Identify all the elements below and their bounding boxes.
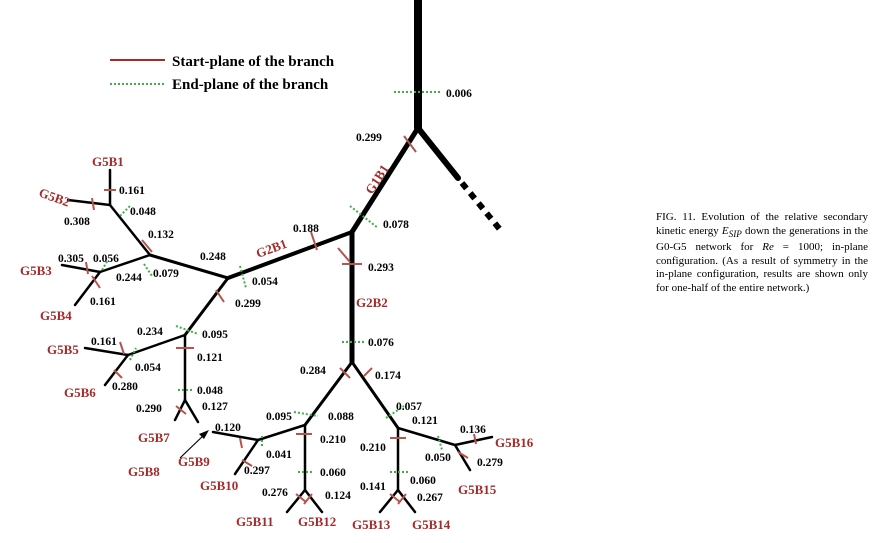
symbol: E xyxy=(721,224,729,237)
value-label: 0.132 xyxy=(148,229,174,241)
value-label: 0.299 xyxy=(356,132,382,144)
value-label: 0.079 xyxy=(153,268,179,280)
value-label: 0.248 xyxy=(200,251,226,263)
value-label: 0.188 xyxy=(293,223,319,235)
branch-label: G5B10 xyxy=(200,478,238,493)
branch-label: G5B7 xyxy=(138,430,170,445)
caption-text: down the generations in the G0-G5 networ… xyxy=(656,224,868,254)
value-label: 0.267 xyxy=(417,492,443,504)
value-label: 0.006 xyxy=(446,88,472,100)
branch-label: G5B6 xyxy=(64,385,96,400)
value-label: 0.210 xyxy=(360,442,386,454)
value-label: 0.161 xyxy=(119,185,145,197)
value-label: 0.280 xyxy=(112,381,138,393)
value-label: 0.174 xyxy=(375,370,401,382)
value-label: 0.279 xyxy=(477,457,503,469)
value-label: 0.048 xyxy=(130,206,156,218)
value-label: 0.048 xyxy=(197,385,223,397)
value-label: 0.041 xyxy=(266,449,292,461)
value-label: 0.060 xyxy=(320,467,346,479)
network-diagram: Start-plane of the branch End-plane of t… xyxy=(20,0,534,532)
end-plane-marks xyxy=(101,91,443,473)
branch-label: G5B4 xyxy=(40,308,72,323)
value-label: 0.141 xyxy=(360,481,386,493)
value-label: 0.290 xyxy=(136,403,162,415)
value-label: 0.056 xyxy=(93,253,119,265)
caption: FIG. 11. Evolution of the relative secon… xyxy=(656,211,868,295)
value-label: 0.293 xyxy=(368,262,394,274)
branch-label: G5B5 xyxy=(47,342,79,357)
branch-label: G5B16 xyxy=(495,435,534,450)
branch-label: G5B15 xyxy=(458,482,497,497)
value-label: 0.095 xyxy=(266,411,292,423)
symbol: Re xyxy=(762,241,774,254)
value-label: 0.297 xyxy=(244,465,270,477)
value-label: 0.095 xyxy=(202,329,228,341)
value-label: 0.054 xyxy=(252,276,278,288)
start-plane-marks xyxy=(85,135,477,505)
value-label: 0.244 xyxy=(116,272,142,284)
arrow xyxy=(179,433,206,459)
branch-label: G2B2 xyxy=(356,295,388,310)
value-label: 0.050 xyxy=(425,452,451,464)
value-label: 0.299 xyxy=(235,298,261,310)
value-label: 0.121 xyxy=(197,352,223,364)
value-label: 0.120 xyxy=(215,422,241,434)
value-label: 0.284 xyxy=(300,365,326,377)
branch-label: G5B8 xyxy=(128,464,160,479)
value-label: 0.076 xyxy=(368,337,394,349)
value-label: 0.161 xyxy=(90,296,116,308)
branch-label: G5B11 xyxy=(236,514,274,529)
value-label: 0.308 xyxy=(64,216,90,228)
value-label: 0.124 xyxy=(325,490,351,502)
value-label: 0.127 xyxy=(202,401,228,413)
legend-label: End-plane of the branch xyxy=(172,77,329,93)
branch-label: G5B14 xyxy=(412,517,451,532)
value-label: 0.088 xyxy=(328,411,354,423)
symbol-subscript: SIP xyxy=(728,228,742,239)
branch-label: G5B12 xyxy=(298,514,336,529)
value-label: 0.054 xyxy=(135,362,161,374)
legend-label: Start-plane of the branch xyxy=(172,54,335,70)
value-label: 0.060 xyxy=(410,475,436,487)
branch-label: G5B13 xyxy=(352,517,391,532)
value-label: 0.136 xyxy=(460,424,486,436)
value-label: 0.234 xyxy=(137,326,163,338)
value-label: 0.276 xyxy=(262,487,288,499)
value-label: 0.305 xyxy=(58,253,84,265)
value-label: 0.210 xyxy=(320,434,346,446)
value-label: 0.078 xyxy=(383,219,409,231)
branch-label: G5B3 xyxy=(20,263,52,278)
branch-label: G5B9 xyxy=(178,454,210,469)
value-label: 0.161 xyxy=(91,336,117,348)
branch-label: G5B1 xyxy=(92,154,124,169)
arrow-head xyxy=(199,430,209,439)
caption-text: = 1000; in-plane configuration. (As a re… xyxy=(656,241,868,294)
value-label: 0.057 xyxy=(396,401,422,413)
caption-text: FIG. 11. Evolution of the relative secon… xyxy=(656,211,868,237)
value-label: 0.121 xyxy=(412,415,438,427)
branch-label: G5B2 xyxy=(37,185,72,210)
